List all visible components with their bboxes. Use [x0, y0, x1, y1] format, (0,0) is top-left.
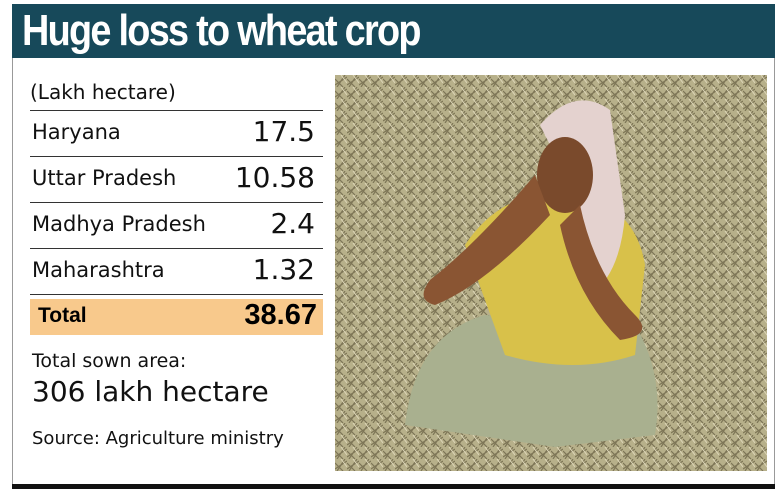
rows: Haryana 17.5 Uttar Pradesh 10.58 Madhya Prad…: [30, 111, 323, 295]
state-name: Uttar Pradesh: [32, 166, 177, 190]
table-row: Maharashtra 1.32: [30, 249, 323, 295]
arm-right: [560, 205, 643, 340]
note-value: 306 lakh hectare: [32, 375, 269, 408]
total-value: 38.67: [244, 299, 317, 331]
total-row: Total 38.67: [30, 299, 323, 335]
bottom-rule: [12, 484, 775, 489]
title: Huge loss to wheat crop: [22, 6, 421, 55]
loss-value: 10.58: [234, 161, 315, 194]
loss-value: 17.5: [252, 115, 315, 148]
table-row: Madhya Pradesh 2.4: [30, 203, 323, 249]
state-name: Madhya Pradesh: [32, 212, 206, 236]
loss-value: 2.4: [270, 207, 315, 240]
table: (Lakh hectare) Haryana 17.5 Uttar Pradesh 1…: [30, 74, 323, 335]
frame: [12, 58, 775, 486]
photo: [335, 75, 767, 471]
loss-value: 1.32: [252, 253, 315, 286]
note-label: Total sown area:: [32, 350, 187, 372]
table-row: Uttar Pradesh 10.58: [30, 157, 323, 203]
arm-left: [423, 175, 550, 305]
unit: (Lakh hectare): [30, 74, 323, 111]
header: Huge loss to wheat crop: [12, 4, 775, 58]
table-row: Haryana 17.5: [30, 111, 323, 157]
state-name: Maharashtra: [32, 258, 165, 282]
state-name: Haryana: [32, 120, 121, 144]
source: Source: Agriculture ministry: [32, 428, 284, 449]
total-label: Total: [38, 304, 87, 327]
face-hands: [537, 137, 593, 213]
